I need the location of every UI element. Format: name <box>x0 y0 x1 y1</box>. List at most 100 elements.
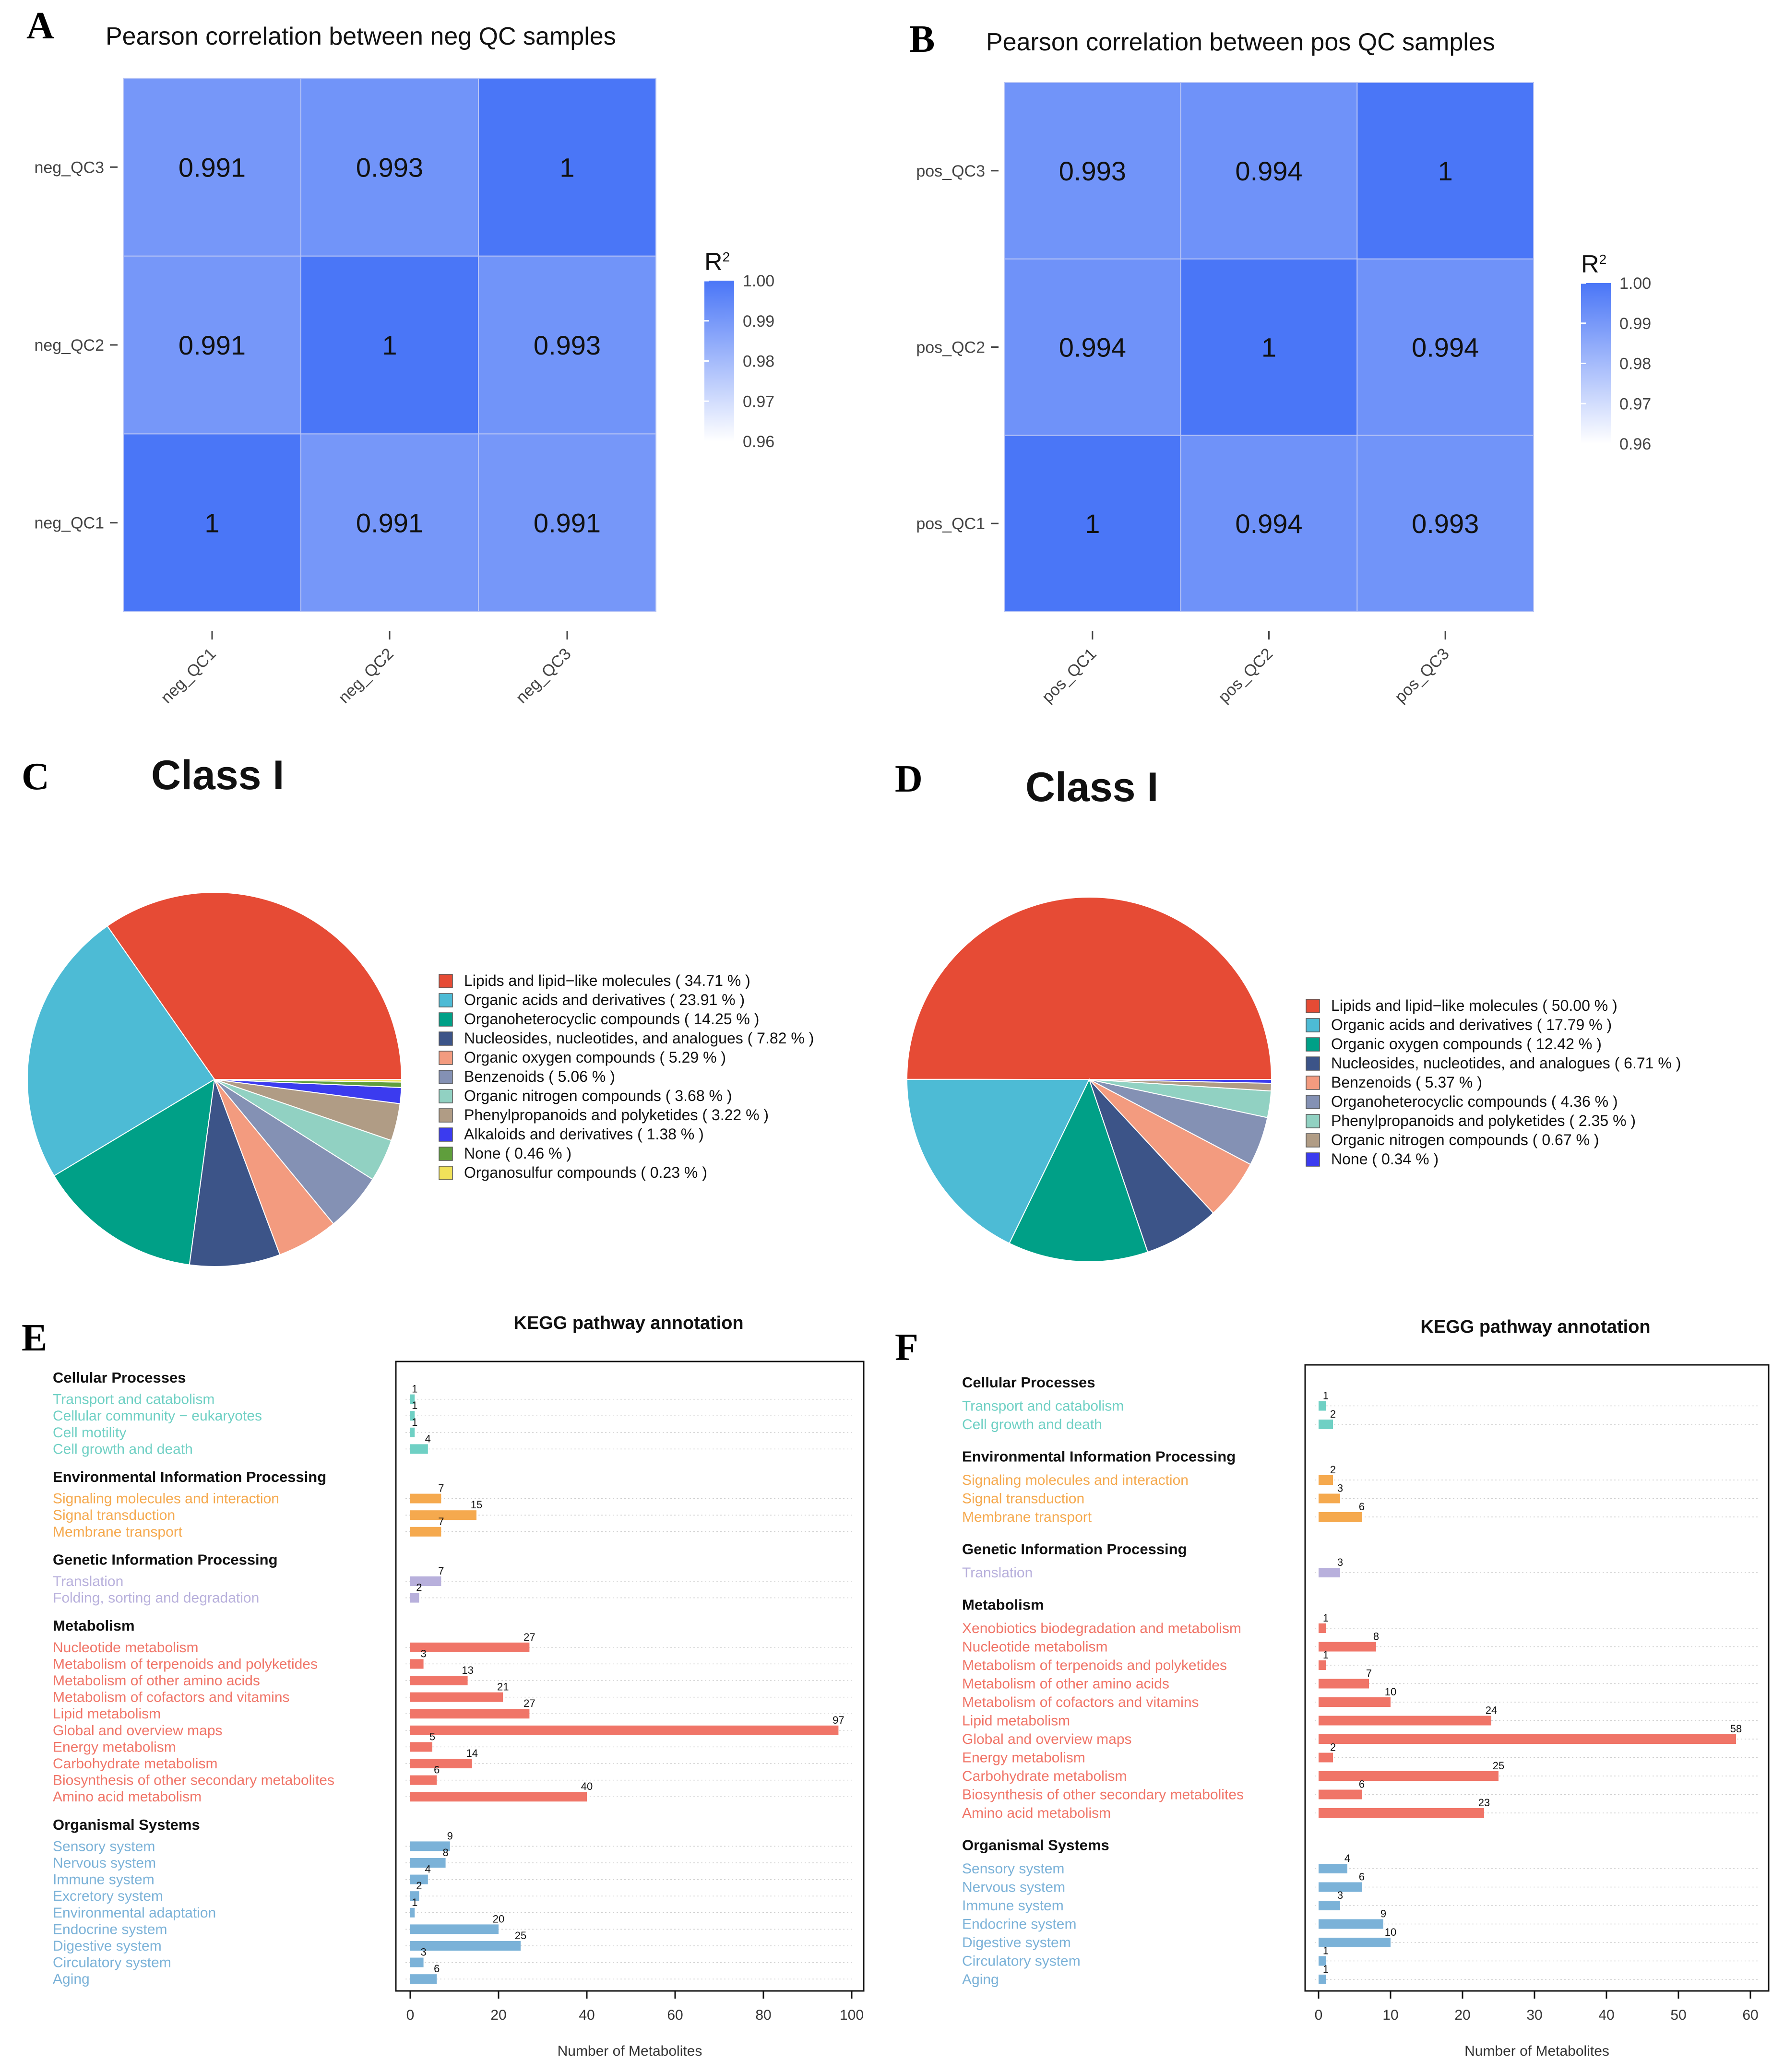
panel-letter-c: C <box>22 756 49 798</box>
legend-title-base: R <box>1581 250 1599 278</box>
heatmap-cell <box>478 78 656 257</box>
legend-tick-label: 0.96 <box>743 433 774 451</box>
kegg-bar <box>410 1444 428 1454</box>
heatmap-cell-value: 0.991 <box>356 508 423 538</box>
pie-title: Class I <box>1025 764 1158 810</box>
legend-label: Benzenoids <box>1331 1074 1411 1091</box>
kegg-pathway-label: Transport and catabolism <box>962 1398 1124 1414</box>
kegg-bar <box>1319 1901 1340 1910</box>
legend-entry: Organosulfur compounds ( 0.23 % ) <box>464 1164 707 1181</box>
kegg-pathway-label: Cell growth and death <box>962 1417 1102 1433</box>
kegg-pathway-label: Lipid metabolism <box>962 1713 1070 1729</box>
y-tick-label: pos_QC2 <box>916 339 985 357</box>
kegg-bar-value: 7 <box>438 1482 444 1494</box>
kegg-bar <box>1319 1401 1326 1411</box>
legend-title-superscript: 2 <box>723 249 730 264</box>
kegg-pathway-label: Xenobiotics biodegradation and metabolis… <box>962 1621 1241 1636</box>
kegg-bar <box>410 1676 468 1685</box>
legend-close: % ) <box>677 1125 704 1143</box>
kegg-bar <box>410 1394 415 1404</box>
kegg-title: KEGG pathway annotation <box>1420 1317 1650 1337</box>
heatmap-title: Pearson correlation between pos QC sampl… <box>986 28 1495 56</box>
kegg-bar-value: 7 <box>438 1565 444 1577</box>
kegg-bar <box>410 1493 441 1504</box>
heatmap-cell <box>300 255 479 435</box>
legend-entry: Alkaloids and derivatives ( 1.38 % ) <box>464 1125 704 1143</box>
kegg-bar <box>410 1858 446 1868</box>
legend-percent: 14.25 <box>693 1010 732 1028</box>
heatmap-neg-qc: Pearson correlation between neg QC sampl… <box>34 23 774 707</box>
pie-slice <box>26 925 215 1177</box>
kegg-bar-value: 27 <box>523 1631 535 1643</box>
legend-tick-label: 0.98 <box>1619 355 1651 373</box>
kegg-bar <box>410 1792 587 1802</box>
kegg-pathway-label: Nucleotide metabolism <box>53 1640 198 1656</box>
kegg-bar <box>1319 1789 1362 1800</box>
kegg-bar-value: 3 <box>420 1946 426 1958</box>
legend-close: % ) <box>723 972 750 989</box>
x-axis-tick-label: 80 <box>755 2007 771 2023</box>
y-tick-label: pos_QC3 <box>916 162 985 180</box>
kegg-bar-value: 6 <box>434 1963 440 1975</box>
kegg-bar <box>1319 1975 1326 1984</box>
kegg-bar-value: 7 <box>1366 1668 1372 1680</box>
pie-slice <box>1089 1079 1273 1084</box>
kegg-pathway-label: Metabolism of cofactors and vitamins <box>962 1694 1199 1710</box>
kegg-bar-value: 14 <box>466 1747 478 1759</box>
kegg-bar-value: 13 <box>462 1664 473 1676</box>
heatmap-cell-value: 0.993 <box>1059 156 1126 186</box>
legend-swatch <box>439 1108 453 1123</box>
legend-percent: 50.00 <box>1552 997 1590 1014</box>
kegg-category: Environmental Information Processing <box>53 1468 326 1485</box>
kegg-category: Organismal Systems <box>962 1837 1109 1854</box>
legend-open: ( <box>1522 1035 1535 1053</box>
legend-open: ( <box>1533 1016 1546 1033</box>
heatmap-cell-value: 0.993 <box>1412 509 1479 539</box>
kegg-pathway-label: Carbohydrate metabolism <box>53 1756 218 1772</box>
legend-swatch <box>439 1147 453 1161</box>
legend-open: ( <box>698 1106 711 1124</box>
legend-entry: Organic oxygen compounds ( 5.29 % ) <box>464 1049 726 1066</box>
kegg-bar-value: 6 <box>1359 1501 1365 1513</box>
kegg-bar-value: 23 <box>1478 1797 1490 1809</box>
panel-letter-a: A <box>26 5 54 47</box>
kegg-bar <box>410 1427 415 1437</box>
legend-swatch <box>439 1166 453 1180</box>
kegg-bar <box>1319 1512 1362 1522</box>
legend-open: ( <box>743 1030 757 1047</box>
legend-label: Organoheterocyclic compounds <box>464 1010 680 1028</box>
legend-percent: 34.71 <box>685 972 723 989</box>
kegg-bar <box>410 1841 450 1851</box>
legend-percent: 3.22 <box>712 1106 741 1124</box>
kegg-bar-value: 2 <box>1330 1464 1336 1476</box>
legend-close: % ) <box>1653 1054 1681 1072</box>
kegg-pathway-label: Cell motility <box>53 1425 126 1441</box>
legend-entry: Phenylpropanoids and polyketides ( 2.35 … <box>1331 1112 1636 1129</box>
legend-swatch <box>439 1089 453 1103</box>
kegg-bar-value: 58 <box>1730 1723 1742 1735</box>
kegg-bar <box>410 1974 437 1984</box>
legend-close: % ) <box>1584 1016 1612 1033</box>
heatmap-cell <box>300 433 479 612</box>
kegg-pathway-label: Biosynthesis of other secondary metaboli… <box>53 1773 334 1788</box>
legend-close: % ) <box>786 1030 814 1047</box>
legend-label: Phenylpropanoids and polyketides <box>1331 1112 1565 1129</box>
heatmap-cell <box>1004 258 1181 436</box>
legend-percent: 4.36 <box>1560 1093 1590 1110</box>
heatmap-cell-value: 0.994 <box>1059 332 1126 363</box>
legend-close: % ) <box>1591 1093 1618 1110</box>
kegg-bar <box>1319 1679 1369 1689</box>
legend-label: Alkaloids and derivatives <box>464 1125 633 1143</box>
kegg-category: Metabolism <box>53 1617 135 1634</box>
legend-close: % ) <box>705 1087 732 1104</box>
kegg-bar-value: 2 <box>416 1880 422 1892</box>
kegg-pathway-label: Metabolism of cofactors and vitamins <box>53 1690 290 1705</box>
heatmap-cell-value: 1 <box>559 152 574 182</box>
x-axis-tick-label: 20 <box>490 2007 506 2023</box>
kegg-pathway-label: Endocrine system <box>962 1917 1076 1932</box>
heatmap-cell-value: 1 <box>382 330 397 360</box>
legend-label: Organic nitrogen compounds <box>464 1087 661 1104</box>
heatmap-cell-value: 1 <box>204 508 219 538</box>
kegg-bar-value: 10 <box>1385 1686 1396 1698</box>
